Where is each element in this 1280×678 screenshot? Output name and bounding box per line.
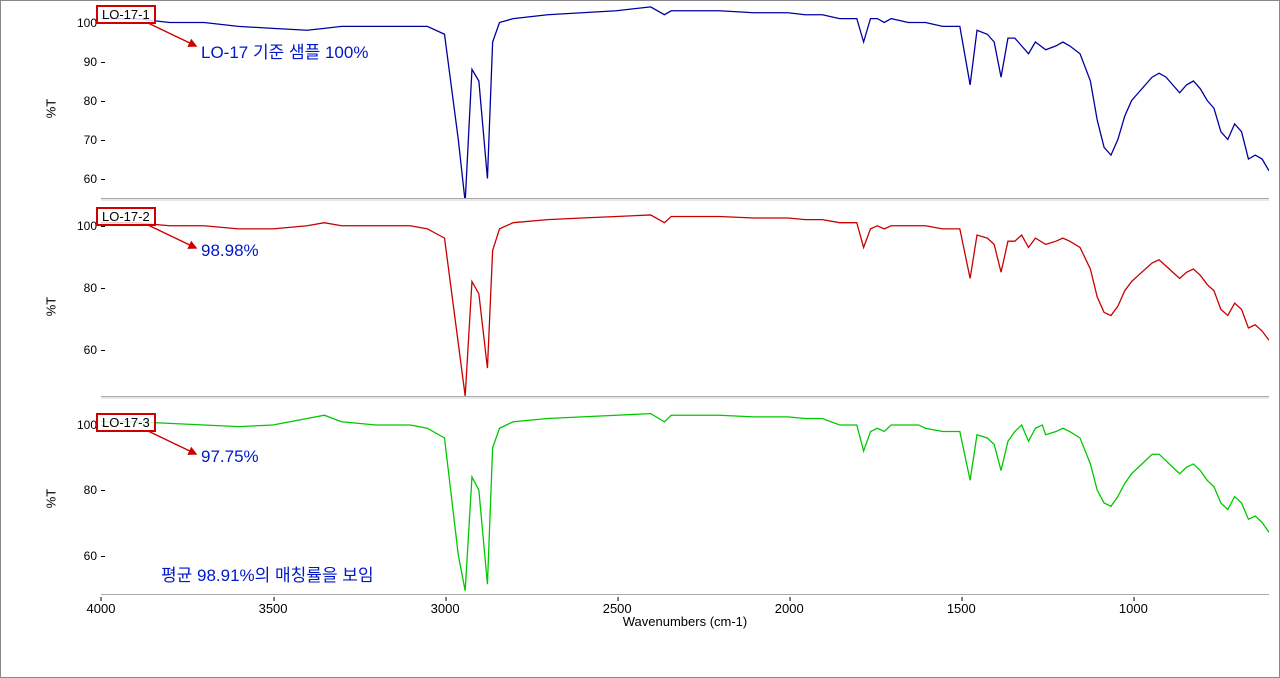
arrow-icon (146, 429, 206, 459)
y-axis-1: 60708090100 (61, 3, 101, 199)
y-axis-label-1: %T (43, 99, 58, 119)
spectrum-line-1 (101, 3, 1269, 198)
x-axis-label: Wavenumbers (cm-1) (623, 614, 747, 629)
plot-area-2: LO-17-2 98.98% (101, 201, 1269, 397)
y-axis-3: 6080100 (61, 399, 101, 595)
arrow-icon (146, 21, 206, 51)
annotation-1: LO-17 기준 샘플 100% (201, 38, 368, 63)
spectrum-panel-3: %T 6080100 LO-17-3 97.75% 평균 98.91%의 매칭률… (61, 399, 1269, 629)
spectrum-line-2 (101, 201, 1269, 396)
annotation-3: 97.75% (201, 447, 259, 467)
spectrum-panel-1: %T 60708090100 LO-17-1 LO-17 기준 샘플 100% (61, 3, 1269, 199)
annotation-2: 98.98% (201, 241, 259, 261)
y-axis-label-2: %T (43, 297, 58, 317)
x-axis: 4000350030002500200015001000Wavenumbers … (101, 595, 1269, 629)
arrow-icon (146, 223, 206, 253)
ftir-chart-container: %T 60708090100 LO-17-1 LO-17 기준 샘플 100% … (0, 0, 1280, 678)
y-axis-label-3: %T (43, 489, 58, 509)
footer-annotation: 평균 98.91%의 매칭률을 보임 (161, 561, 374, 586)
plot-area-3: LO-17-3 97.75% 평균 98.91%의 매칭률을 보임 (101, 399, 1269, 595)
y-axis-2: 6080100 (61, 201, 101, 397)
spectrum-panel-2: %T 6080100 LO-17-2 98.98% (61, 201, 1269, 397)
plot-area-1: LO-17-1 LO-17 기준 샘플 100% (101, 3, 1269, 199)
